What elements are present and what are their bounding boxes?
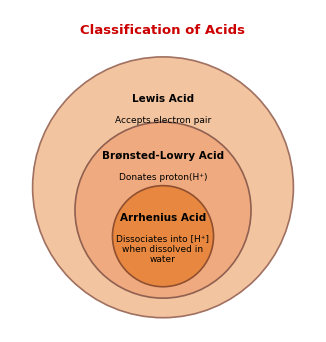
Ellipse shape: [112, 186, 214, 287]
Text: Accepts electron pair: Accepts electron pair: [115, 116, 211, 124]
Text: Classification of Acids: Classification of Acids: [81, 24, 245, 37]
Ellipse shape: [33, 57, 293, 318]
Text: Arrhenius Acid: Arrhenius Acid: [120, 213, 206, 223]
Text: Brønsted-Lowry Acid: Brønsted-Lowry Acid: [102, 151, 224, 161]
Ellipse shape: [75, 122, 251, 298]
Text: Lewis Acid: Lewis Acid: [132, 94, 194, 104]
Text: Donates proton(H⁺): Donates proton(H⁺): [119, 173, 207, 182]
Text: Dissociates into [H⁺]
when dissolved in
water: Dissociates into [H⁺] when dissolved in …: [116, 235, 210, 264]
